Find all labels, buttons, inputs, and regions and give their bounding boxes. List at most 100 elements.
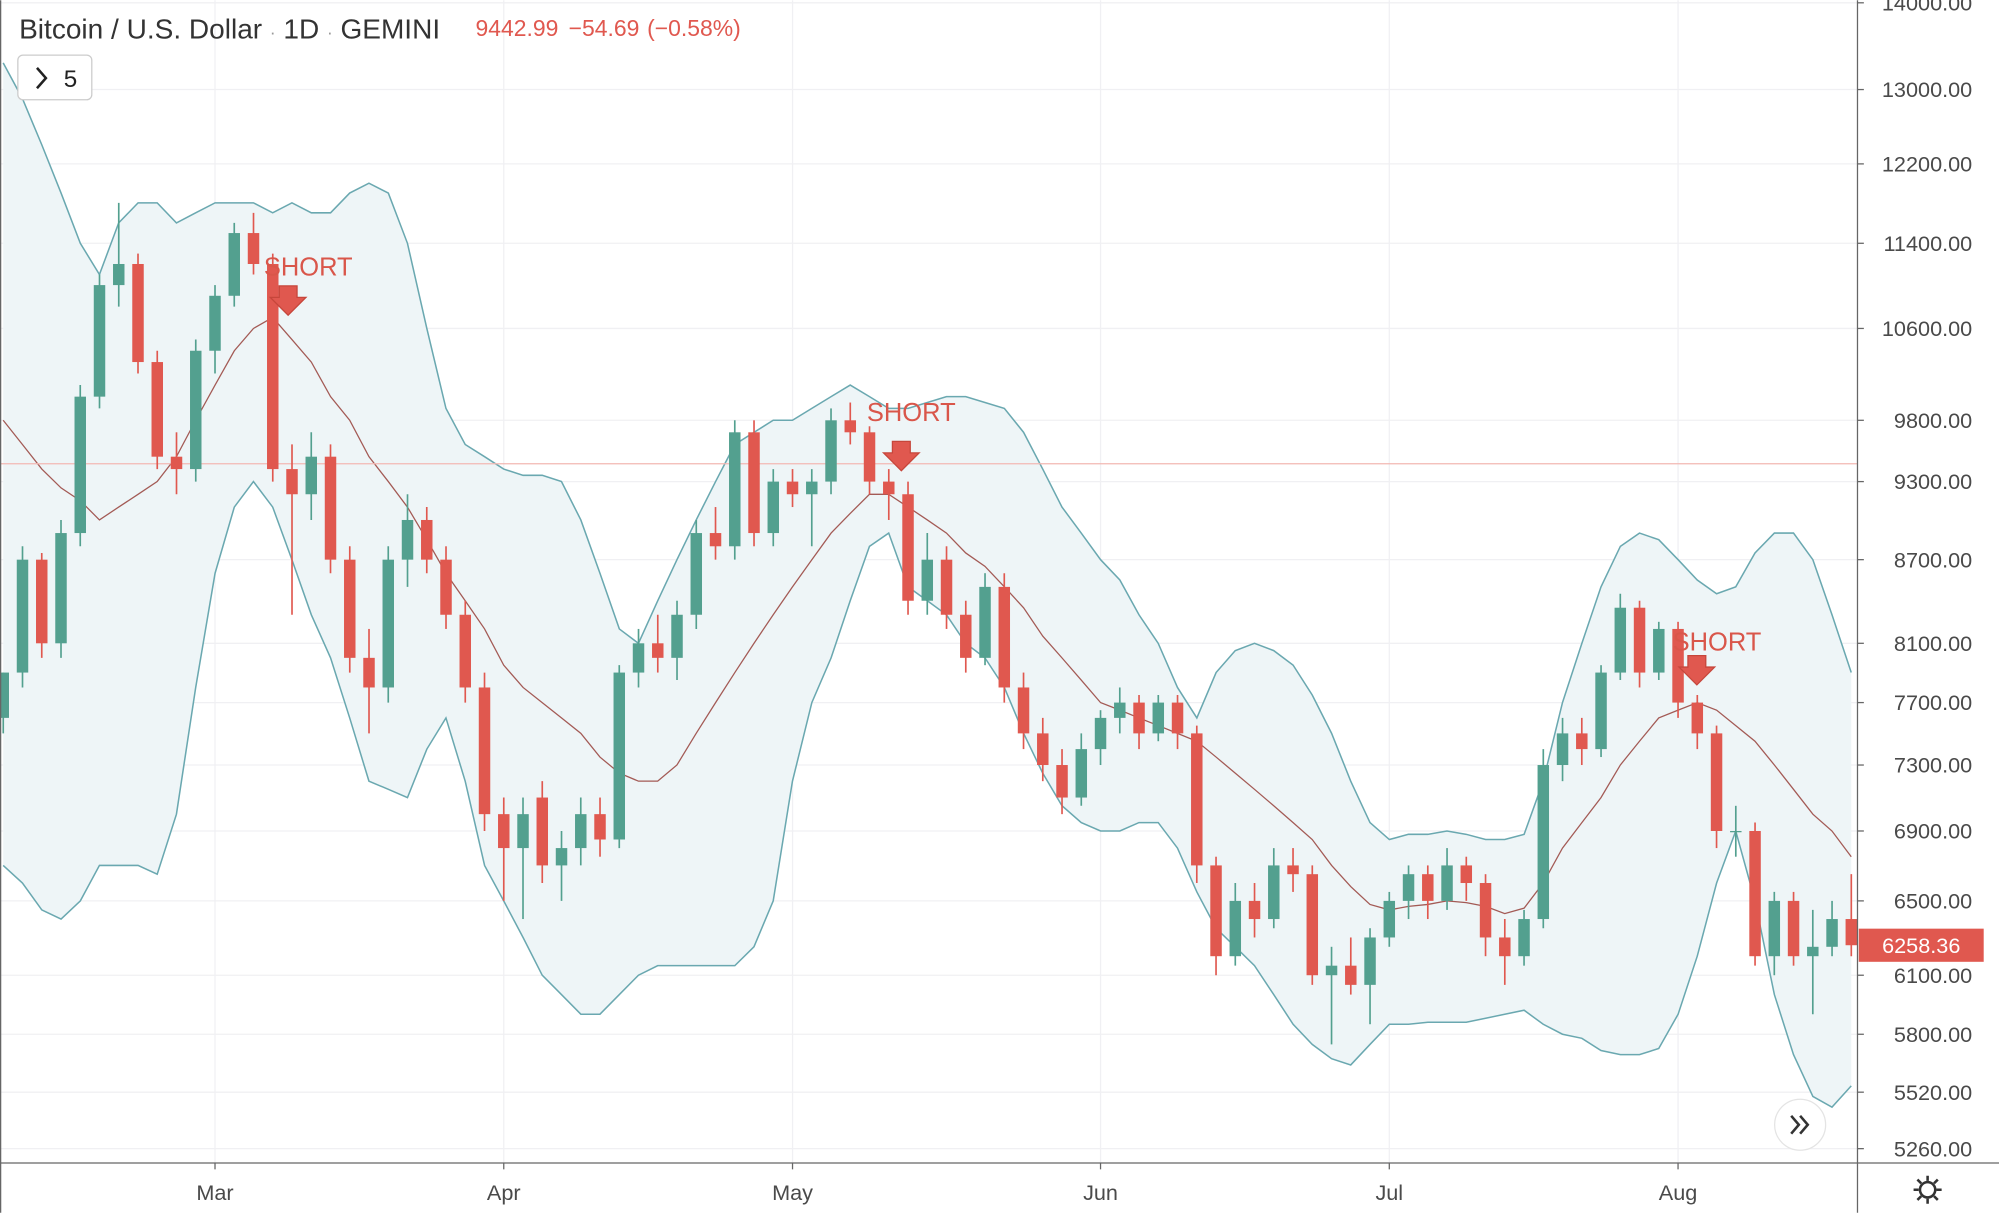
x-tick-label: Mar: [196, 1180, 233, 1205]
scroll-button[interactable]: [1773, 1098, 1827, 1151]
candle-body: [883, 481, 895, 495]
candle-body: [1479, 883, 1492, 938]
candle-body: [613, 672, 626, 840]
candle-body: [459, 614, 472, 688]
y-tick-label: 8700.00: [1894, 547, 1972, 572]
candle-body: [806, 481, 818, 495]
candle-body: [1749, 830, 1761, 957]
candle-body: [190, 350, 202, 470]
candle-body: [1653, 628, 1665, 673]
candle-body: [440, 559, 452, 615]
candle-body: [671, 614, 683, 658]
candle-body: [1364, 937, 1376, 985]
settings-button[interactable]: [1913, 1175, 1942, 1204]
candle-body: [1614, 607, 1627, 673]
candle-body: [1768, 900, 1781, 957]
candle-body: [1422, 874, 1434, 901]
y-tick-label: 7300.00: [1894, 753, 1972, 778]
candle-body: [1306, 874, 1319, 976]
scroll-icon[interactable]: [1790, 1114, 1810, 1135]
candle-body: [1499, 937, 1511, 957]
candle-body: [1460, 865, 1473, 884]
candle-body: [1191, 733, 1203, 866]
y-tick-label: 10600.00: [1882, 316, 1972, 341]
candle-body: [844, 420, 857, 433]
candle-body: [113, 263, 125, 286]
y-tick-label: 6900.00: [1894, 819, 1972, 844]
candle-body: [1133, 702, 1145, 734]
candle-body: [55, 533, 67, 644]
candle-body: [1556, 733, 1569, 766]
y-tick-label: 9300.00: [1894, 469, 1972, 494]
candle-body: [729, 432, 741, 547]
y-tick-label: 5520.00: [1894, 1080, 1972, 1105]
candle-body: [1672, 628, 1684, 703]
candle-body: [267, 263, 279, 470]
plot-area: [0, 0, 1858, 1163]
candle-body: [1691, 702, 1704, 734]
candle-body: [363, 657, 375, 688]
candle-body: [1017, 687, 1030, 734]
gear-teeth[interactable]: [1913, 1175, 1942, 1204]
candle-body: [594, 814, 606, 840]
candle-body: [555, 848, 568, 866]
y-tick-label: 14000.00: [1882, 0, 1972, 15]
candle-body: [1826, 919, 1838, 947]
y-tick-label: 9800.00: [1894, 408, 1972, 433]
candle-body: [421, 519, 433, 560]
candle-body: [132, 263, 144, 363]
candle-body: [1730, 830, 1742, 833]
candle-body: [1037, 733, 1049, 766]
y-tick-label: 7700.00: [1894, 690, 1972, 715]
candle-body: [1229, 900, 1242, 957]
candle-body: [575, 814, 587, 849]
candle-body: [1537, 765, 1550, 920]
candle-body: [93, 285, 106, 397]
price-change: −54.69: [569, 15, 640, 41]
candle-body: [1325, 965, 1338, 976]
candle-body: [498, 814, 510, 849]
price-tag-box: [1858, 928, 1984, 962]
last-price: 9442.99: [476, 15, 559, 41]
candle-body: [536, 797, 549, 866]
annotation-arrow: [881, 440, 921, 472]
price-header: 9442.99 −54.69 (−0.58%): [476, 15, 741, 41]
candle-body: [632, 643, 645, 673]
candle-body: [1248, 900, 1261, 920]
candle-body: [151, 362, 163, 457]
y-tick-label: 6100.00: [1894, 963, 1972, 988]
indicators-button[interactable]: 5: [17, 54, 93, 101]
candle-body: [652, 643, 664, 658]
candle-body: [1345, 965, 1357, 985]
button-frame[interactable]: [17, 54, 93, 101]
y-tick-label: 5260.00: [1894, 1136, 1972, 1161]
candle-body: [998, 586, 1011, 688]
separator: ·: [270, 23, 276, 43]
candle-body: [960, 614, 972, 658]
candle-body: [1633, 607, 1646, 673]
candle-body: [247, 233, 260, 264]
x-tick-label: May: [772, 1180, 813, 1205]
candle-body: [1075, 749, 1088, 798]
y-tick-label: 12200.00: [1882, 152, 1972, 177]
candle-body: [1576, 733, 1588, 750]
candle-body: [1210, 865, 1222, 957]
candle-body: [1518, 919, 1530, 957]
x-tick-label: Jul: [1375, 1180, 1403, 1205]
annotation-arrow: [1677, 654, 1717, 686]
candle-body: [1807, 946, 1819, 957]
indicators-count[interactable]: 5: [64, 66, 77, 93]
candle-body: [1595, 672, 1607, 750]
gear-icon[interactable]: [1918, 1180, 1937, 1199]
y-tick-label: 8100.00: [1894, 631, 1972, 656]
candle-body: [921, 559, 934, 601]
chevron-icon[interactable]: [36, 67, 48, 90]
candle-body: [209, 295, 221, 351]
candle-body: [324, 456, 337, 560]
y-tick-label: 11400.00: [1884, 231, 1973, 256]
candle-body: [1171, 702, 1184, 734]
candle-body: [74, 396, 86, 534]
candle-body: [517, 814, 529, 849]
candle-body: [786, 481, 799, 495]
